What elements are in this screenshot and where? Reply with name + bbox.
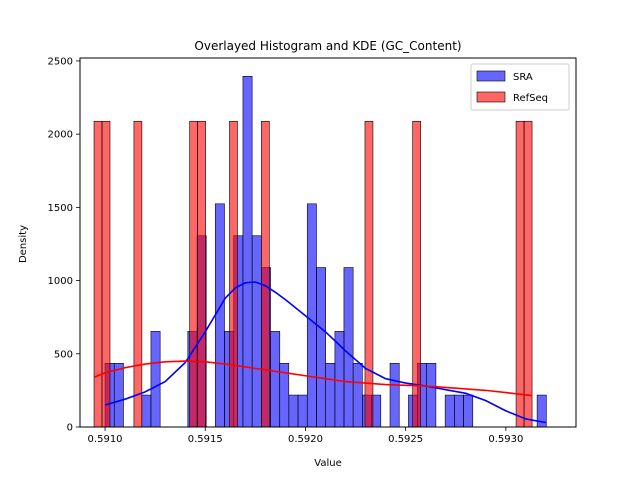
bar-sra-15: [242, 76, 253, 428]
kde-layer: [93, 281, 547, 424]
y-tick-label-5: 2500: [48, 56, 73, 67]
axes-layer: 0.5910 0.5915 0.5920 0.5925 0.5930 0 500 1000 15…: [48, 56, 577, 445]
y-axis-label: Density: [18, 225, 29, 263]
kde-line-refseq-kde: [93, 360, 532, 397]
y-tick-label-2: 1000: [48, 276, 73, 287]
bar-sra-31: [389, 362, 400, 428]
bar-refseq-1: [101, 120, 111, 428]
bar-refseq-7: [364, 120, 374, 428]
bar-sra-26: [343, 267, 354, 428]
bar-refseq-3: [189, 120, 198, 428]
x-tick-label-4: 0.5930: [488, 434, 523, 445]
legend: SRA RefSeq: [470, 63, 570, 111]
chart-title: Overlayed Histogram and KDE (GC_Content): [194, 39, 461, 53]
bar-refseq-6: [261, 120, 270, 428]
bar-refseq-10: [523, 120, 533, 428]
y-tick-label-1: 500: [54, 349, 73, 360]
legend-label-refseq: RefSeq: [513, 93, 548, 104]
y-tick-label-4: 2000: [48, 130, 73, 141]
bar-sra-18: [270, 331, 281, 428]
bar-refseq-0: [93, 120, 103, 428]
bar-refseq-4: [197, 120, 206, 428]
bar-sra-35: [426, 362, 437, 428]
bar-refseq-2: [133, 120, 143, 428]
kde-line-sra-kde: [104, 281, 547, 424]
x-tick-label-1: 0.5915: [188, 434, 223, 445]
y-tick-label-3: 1500: [48, 203, 73, 214]
bar-sra-22: [306, 203, 317, 428]
legend-label-sra: SRA: [513, 72, 533, 83]
bar-sra-1: [113, 362, 124, 428]
bar-sra-38: [454, 394, 464, 428]
bar-sra-37: [444, 394, 455, 428]
bar-sra-5: [150, 331, 161, 428]
bar-sra-27: [352, 362, 363, 428]
x-tick-label-3: 0.5925: [388, 434, 423, 445]
x-axis-label: Value: [314, 458, 341, 469]
bar-sra-4: [141, 394, 152, 428]
x-tick-label-2: 0.5920: [288, 434, 323, 445]
bar-sra-23: [316, 267, 326, 428]
legend-swatch-sra: [476, 70, 506, 82]
bar-refseq-9: [515, 120, 525, 428]
bar-sra-12: [214, 203, 225, 428]
legend-swatch-refseq: [476, 91, 506, 103]
bar-sra-24: [325, 362, 336, 428]
bar-sra-39: [463, 394, 474, 428]
plot-frame: [79, 57, 577, 428]
bar-sra-21: [297, 394, 308, 428]
x-tick-label-0: 0.5910: [88, 434, 123, 445]
y-tick-label-0: 0: [67, 423, 73, 434]
bar-refseq-5: [229, 120, 238, 428]
bar-sra-16: [251, 235, 262, 428]
bar-sra-20: [288, 394, 299, 428]
bar-refseq-8: [412, 120, 421, 428]
